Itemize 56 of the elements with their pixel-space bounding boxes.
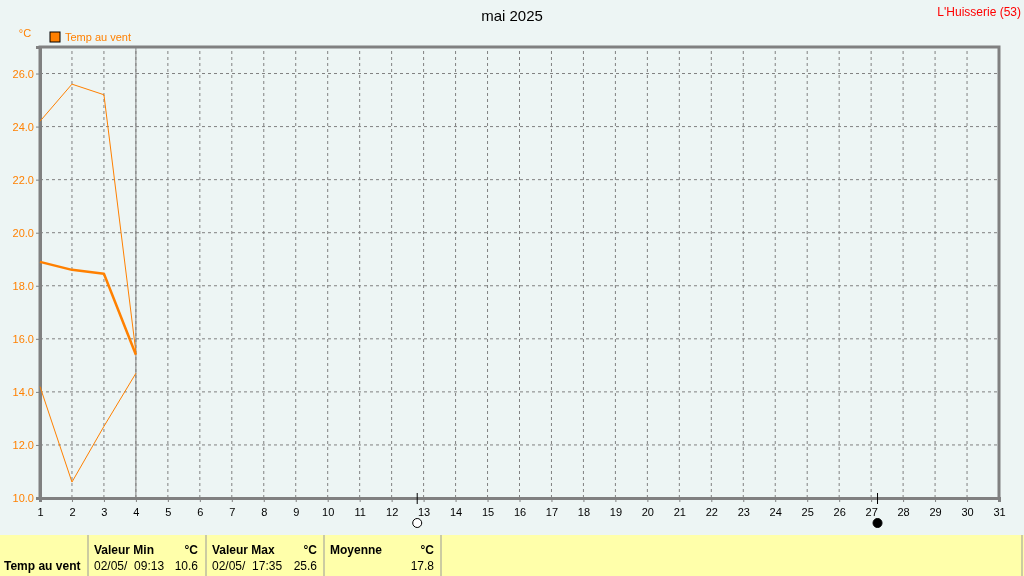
x-tick-label: 17	[545, 505, 559, 518]
y-tick-label: 12.0	[12, 438, 34, 451]
x-tick-label: 18	[577, 505, 591, 518]
x-tick-label: 29	[929, 505, 942, 518]
text: Temp au vent	[4, 559, 81, 573]
x-tick-label: 6	[197, 505, 204, 518]
x-tick-label: 26	[833, 505, 846, 518]
y-tick-label: 10.0	[12, 492, 34, 505]
x-tick-label: 24	[769, 505, 782, 518]
text: °C	[420, 543, 435, 557]
x-tick-label: 1	[37, 505, 44, 518]
text: 17.8	[410, 559, 435, 573]
legend-label: Temp au vent	[65, 31, 132, 43]
x-tick-label: 12	[386, 505, 399, 518]
x-tick-label: 15	[481, 505, 495, 518]
x-tick-label: 9	[293, 505, 300, 518]
text: Valeur Min	[94, 543, 155, 557]
y-tick-label: 20.0	[12, 226, 34, 239]
text: L'Huisserie (53)	[937, 5, 1021, 19]
y-tick-label: 16.0	[12, 332, 34, 345]
x-tick-label: 10	[322, 505, 335, 518]
x-tick-label: 25	[801, 505, 814, 518]
x-tick-label: 5	[165, 505, 172, 518]
x-tick-label: 28	[897, 505, 910, 518]
text: 25.6	[293, 559, 318, 573]
x-tick-label: 4	[133, 505, 140, 518]
x-tick-label: 27	[865, 505, 878, 518]
y-tick-label: 14.0	[12, 385, 34, 398]
x-tick-label: 2	[69, 505, 76, 518]
y-tick-label: 18.0	[12, 279, 34, 292]
y-axis-title: °C	[18, 27, 32, 39]
text: °C	[184, 543, 199, 557]
x-tick-label: 3	[101, 505, 108, 518]
y-tick-label: 26.0	[12, 67, 34, 80]
x-tick-label: 19	[609, 505, 623, 518]
text: 02/05/ 17:35	[212, 559, 283, 573]
x-tick-label: 7	[229, 505, 236, 518]
text: 02/05/ 09:13	[94, 559, 165, 573]
x-tick-label: 30	[961, 505, 974, 518]
text: Moyenne	[330, 543, 383, 557]
x-tick-label: 13	[417, 505, 431, 518]
x-tick-label: 14	[449, 505, 463, 518]
x-tick-label: 8	[261, 505, 268, 518]
x-tick-label: 11	[354, 505, 366, 518]
x-tick-label: 20	[641, 505, 654, 518]
chart-title: mai 2025	[481, 7, 543, 24]
text: Valeur Max	[212, 543, 276, 557]
x-tick-label: 23	[737, 505, 750, 518]
text: 10.6	[174, 559, 199, 573]
x-tick-label: 31	[993, 505, 1006, 518]
x-tick-label: 16	[513, 505, 527, 518]
text: °C	[303, 543, 318, 557]
x-tick-label: 22	[705, 505, 718, 518]
x-tick-label: 21	[673, 505, 686, 518]
y-tick-label: 22.0	[12, 173, 34, 186]
y-tick-label: 24.0	[12, 120, 34, 133]
